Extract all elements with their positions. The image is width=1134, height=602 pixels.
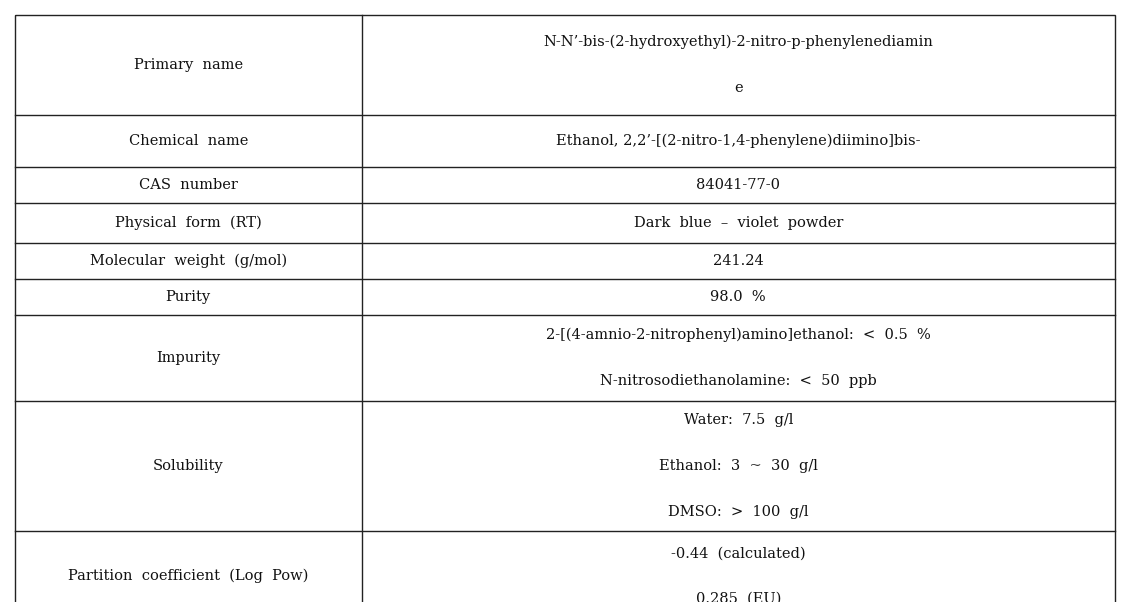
Text: Ethanol, 2,2’-[(2-nitro-1,4-phenylene)diimino]bis-: Ethanol, 2,2’-[(2-nitro-1,4-phenylene)di… <box>556 134 921 148</box>
Text: -0.44  (calculated)

0.285  (EU): -0.44 (calculated) 0.285 (EU) <box>671 546 805 602</box>
Text: Dark  blue  –  violet  powder: Dark blue – violet powder <box>634 216 843 230</box>
Text: 2-[(4-amnio-2-nitrophenyl)amino]ethanol:  <  0.5  %

N-nitrosodiethanolamine:  <: 2-[(4-amnio-2-nitrophenyl)amino]ethanol:… <box>545 328 931 388</box>
Text: Impurity: Impurity <box>156 351 220 365</box>
Text: Solubility: Solubility <box>153 459 223 473</box>
Text: Purity: Purity <box>166 290 211 304</box>
Text: 84041-77-0: 84041-77-0 <box>696 178 780 192</box>
Text: 241.24: 241.24 <box>713 254 763 268</box>
Text: Partition  coefficient  (Log  Pow): Partition coefficient (Log Pow) <box>68 569 308 583</box>
Text: Chemical  name: Chemical name <box>128 134 248 148</box>
Text: Water:  7.5  g/l

Ethanol:  3  ~  30  g/l

DMSO:  >  100  g/l: Water: 7.5 g/l Ethanol: 3 ~ 30 g/l DMSO:… <box>659 414 818 518</box>
Text: Molecular  weight  (g/mol): Molecular weight (g/mol) <box>90 254 287 268</box>
Text: N-N’-bis-(2-hydroxyethyl)-2-nitro-p-phenylenediamin

e: N-N’-bis-(2-hydroxyethyl)-2-nitro-p-phen… <box>543 35 933 95</box>
Text: CAS  number: CAS number <box>138 178 238 192</box>
Text: 98.0  %: 98.0 % <box>710 290 767 304</box>
Text: Primary  name: Primary name <box>134 58 243 72</box>
Text: Physical  form  (RT): Physical form (RT) <box>115 216 262 230</box>
